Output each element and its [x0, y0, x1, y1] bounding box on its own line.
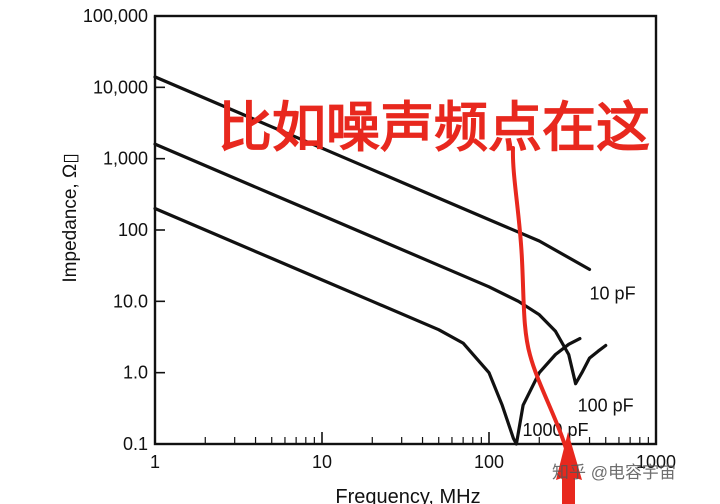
- labels-layer: 10 pF 100 pF 1000 pF: [522, 283, 635, 440]
- annotation-text: 比如噪声频点在这: [218, 98, 650, 158]
- watermark: 知乎 @电容宇宙: [552, 463, 676, 482]
- y-axis-label: Impedance, Ω▯: [60, 153, 81, 282]
- x-tick-label: 10: [312, 452, 332, 472]
- x-axis-label: Frequency, MHz: [335, 486, 480, 504]
- y-tick-label: 10.0: [113, 291, 148, 311]
- y-tick-label: 0.1: [123, 434, 148, 454]
- x-tick-label: 100: [474, 452, 504, 472]
- series-layer: [153, 75, 608, 446]
- series-label-10pf: 10 pF: [590, 283, 636, 303]
- y-tick-label: 100: [118, 220, 148, 240]
- series-line-1000pf: [153, 206, 582, 446]
- x-tick-label: 1000: [636, 452, 676, 472]
- y-tick-label: 10,000: [93, 77, 148, 97]
- y-tick-label: 1,000: [103, 149, 148, 169]
- series-label-1000pf: 1000 pF: [522, 420, 588, 440]
- plot-frame: [153, 14, 658, 446]
- annotation-arrowhead: [556, 432, 582, 504]
- y-tick-label: 1.0: [123, 363, 148, 383]
- y-tick-label: 100,000: [83, 6, 148, 26]
- series-line-10pf: [153, 75, 592, 271]
- series-line-100pf: [153, 142, 608, 386]
- annotation-arrow-line: [510, 146, 572, 504]
- axes: 1 10 100 1000 0.1 1.0 10.0 100 1,000 10,000 100,00…: [83, 6, 676, 472]
- x-tick-label: 1: [150, 452, 160, 472]
- series-label-100pf: 100 pF: [578, 396, 634, 416]
